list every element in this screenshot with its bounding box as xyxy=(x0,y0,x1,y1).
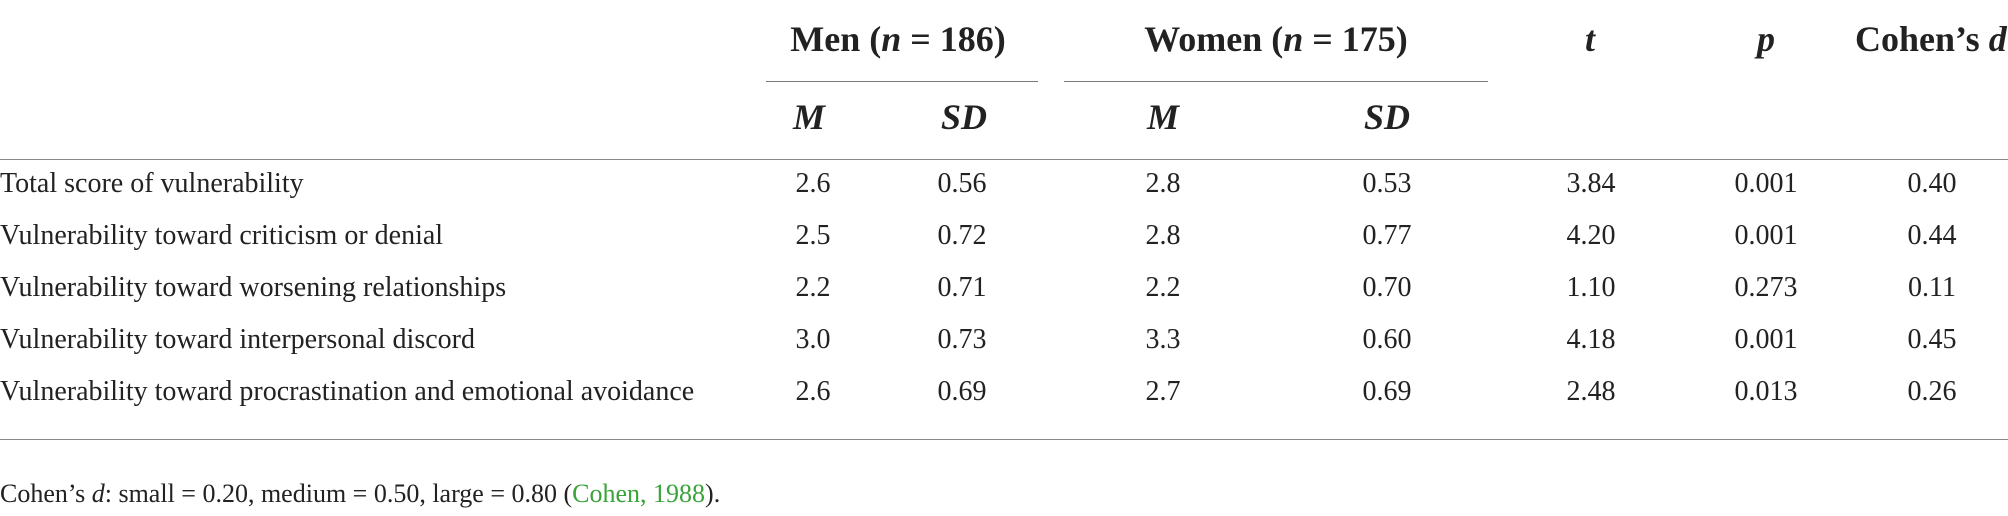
cell-women-m: 2.8 xyxy=(1145,168,1181,199)
header-cohens-d: Cohen’s d xyxy=(1855,18,2007,60)
cell-men-sd: 0.72 xyxy=(937,220,987,251)
header-rule xyxy=(0,159,2008,160)
cell-women-sd: 0.53 xyxy=(1362,168,1412,199)
cohen-d: d xyxy=(1988,19,2007,59)
header-p: p xyxy=(1757,19,1775,59)
cohen-prefix: Cohen’s xyxy=(1855,19,1989,59)
cell-men-m: 2.5 xyxy=(795,220,831,251)
cell-d: 0.11 xyxy=(1908,272,1956,303)
women-n-rest: = 175) xyxy=(1303,19,1408,59)
footnote-prefix: Cohen’s xyxy=(0,479,92,508)
header-t: t xyxy=(1584,19,1596,59)
citation-link[interactable]: Cohen, 1988 xyxy=(572,479,706,508)
cell-women-m: 2.8 xyxy=(1145,220,1181,251)
cell-men-m: 3.0 xyxy=(795,324,831,355)
table-bottom-rule xyxy=(0,439,2008,440)
cell-women-m: 3.3 xyxy=(1145,324,1181,355)
cell-men-sd: 0.73 xyxy=(937,324,987,355)
row-label: Vulnerability toward criticism or denial xyxy=(0,220,444,251)
row-label: Vulnerability toward interpersonal disco… xyxy=(0,324,475,355)
cell-t: 1.10 xyxy=(1566,272,1616,303)
cell-men-m: 2.2 xyxy=(795,272,831,303)
header-men: Men (n = 186) xyxy=(790,19,1006,59)
cell-women-m: 2.2 xyxy=(1145,272,1181,303)
cell-women-m: 2.7 xyxy=(1145,376,1181,407)
cell-women-sd: 0.70 xyxy=(1362,272,1412,303)
row-label: Vulnerability toward worsening relations… xyxy=(0,272,507,303)
footnote-text: : small = 0.20, medium = 0.50, large = 0… xyxy=(104,479,573,508)
men-group-rule xyxy=(766,81,1038,82)
cell-women-sd: 0.69 xyxy=(1362,376,1412,407)
cell-t: 3.84 xyxy=(1566,168,1616,199)
men-n-rest: = 186) xyxy=(901,19,1006,59)
subheader-women-sd: SD xyxy=(1363,97,1411,137)
cell-p: 0.001 xyxy=(1734,324,1798,355)
cell-men-m: 2.6 xyxy=(795,376,831,407)
cell-p: 0.001 xyxy=(1734,168,1798,199)
subheader-men-m: M xyxy=(792,97,826,137)
cell-men-sd: 0.69 xyxy=(937,376,987,407)
row-label: Total score of vulnerability xyxy=(0,168,304,199)
men-n-var: n xyxy=(881,19,902,59)
row-label: Vulnerability toward procrastination and… xyxy=(0,376,695,407)
cell-men-m: 2.6 xyxy=(795,168,831,199)
cell-t: 4.18 xyxy=(1566,324,1616,355)
men-label: Men xyxy=(790,19,861,59)
cell-p: 0.273 xyxy=(1734,272,1798,303)
cell-women-sd: 0.60 xyxy=(1362,324,1412,355)
subheader-men-sd: SD xyxy=(940,97,988,137)
subheader-women-m: M xyxy=(1146,97,1180,137)
header-women: Women (n = 175) xyxy=(1144,19,1408,59)
cell-d: 0.44 xyxy=(1907,220,1957,251)
cell-d: 0.45 xyxy=(1907,324,1957,355)
footnote: Cohen’s d: small = 0.20, medium = 0.50, … xyxy=(0,479,720,509)
cell-d: 0.40 xyxy=(1907,168,1957,199)
cell-men-sd: 0.71 xyxy=(937,272,987,303)
cell-p: 0.013 xyxy=(1734,376,1798,407)
cell-d: 0.26 xyxy=(1907,376,1957,407)
women-n-var: n xyxy=(1283,19,1304,59)
cell-t: 4.20 xyxy=(1566,220,1616,251)
footnote-d: d xyxy=(91,479,105,508)
cell-women-sd: 0.77 xyxy=(1362,220,1412,251)
cell-t: 2.48 xyxy=(1566,376,1616,407)
footnote-suffix: ). xyxy=(705,479,721,508)
women-label: Women xyxy=(1144,19,1263,59)
cell-men-sd: 0.56 xyxy=(937,168,987,199)
women-group-rule xyxy=(1064,81,1488,82)
cell-p: 0.001 xyxy=(1734,220,1798,251)
